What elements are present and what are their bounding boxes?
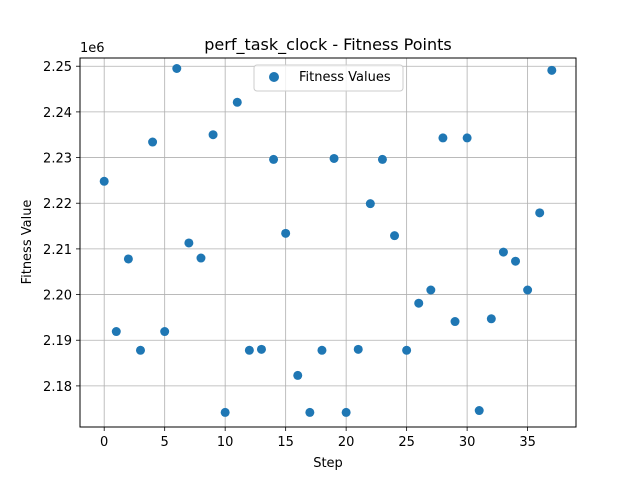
x-tick-label: 20 bbox=[338, 435, 355, 450]
y-tick-label: 2.19 bbox=[43, 334, 72, 349]
data-point bbox=[523, 285, 533, 295]
data-point bbox=[269, 154, 279, 164]
y-tick-label: 2.18 bbox=[43, 380, 72, 395]
data-point bbox=[160, 327, 170, 337]
data-point bbox=[317, 345, 327, 355]
data-point bbox=[172, 64, 182, 74]
x-axis-ticks: 0 5 10 15 20 25 30 35 bbox=[100, 427, 536, 450]
y-axis-ticks: 2.18 2.19 2.20 2.21 2.22 2.23 2.24 2.25 bbox=[43, 60, 80, 395]
legend: Fitness Values bbox=[253, 64, 404, 92]
data-point bbox=[184, 238, 194, 248]
y-tick-label: 2.24 bbox=[43, 106, 72, 121]
data-point bbox=[99, 176, 109, 186]
legend-box bbox=[253, 64, 404, 92]
data-point bbox=[220, 407, 230, 417]
x-tick-label: 25 bbox=[398, 435, 415, 450]
data-point bbox=[135, 345, 145, 355]
data-point bbox=[208, 130, 218, 140]
data-point bbox=[547, 65, 557, 75]
y-tick-label: 2.22 bbox=[43, 197, 72, 212]
data-point bbox=[535, 208, 545, 218]
x-tick-label: 5 bbox=[161, 435, 169, 450]
data-point bbox=[474, 406, 484, 416]
data-point bbox=[196, 253, 206, 263]
data-point bbox=[341, 407, 351, 417]
x-tick-label: 10 bbox=[217, 435, 234, 450]
x-tick-label: 30 bbox=[459, 435, 476, 450]
data-point bbox=[450, 317, 460, 327]
plot-area-frame bbox=[79, 57, 577, 428]
data-point bbox=[232, 97, 242, 107]
data-point bbox=[462, 133, 472, 143]
data-point bbox=[390, 231, 400, 241]
y-axis-label: Fitness Value bbox=[20, 200, 35, 285]
data-point bbox=[256, 344, 266, 354]
x-tick-label: 0 bbox=[100, 435, 108, 450]
legend-marker bbox=[269, 72, 279, 82]
data-point bbox=[329, 153, 339, 163]
data-point bbox=[148, 137, 158, 147]
data-point bbox=[353, 344, 363, 354]
data-point bbox=[305, 407, 315, 417]
x-axis-label: Step bbox=[313, 456, 343, 471]
grid-lines bbox=[80, 58, 576, 427]
data-point bbox=[486, 314, 496, 324]
data-point bbox=[377, 154, 387, 164]
data-point bbox=[244, 345, 254, 355]
data-point bbox=[414, 298, 424, 308]
y-tick-label: 2.23 bbox=[43, 152, 72, 167]
data-point bbox=[402, 345, 412, 355]
x-tick-label: 15 bbox=[277, 435, 294, 450]
legend-label: Fitness Values bbox=[299, 70, 391, 85]
data-point bbox=[438, 133, 448, 143]
y-tick-label: 2.25 bbox=[43, 60, 72, 75]
data-point bbox=[511, 256, 521, 266]
data-point bbox=[365, 199, 375, 209]
y-tick-label: 2.21 bbox=[43, 243, 72, 258]
y-tick-label: 2.20 bbox=[43, 289, 72, 304]
data-point bbox=[111, 327, 121, 337]
data-point bbox=[498, 247, 508, 257]
data-point bbox=[293, 370, 303, 380]
data-points bbox=[99, 64, 557, 417]
y-offset-label: 1e6 bbox=[80, 41, 105, 56]
data-point bbox=[426, 285, 436, 295]
x-tick-label: 35 bbox=[519, 435, 536, 450]
data-point bbox=[281, 228, 291, 238]
chart-title: perf_task_clock - Fitness Points bbox=[204, 35, 452, 55]
data-point bbox=[123, 254, 133, 264]
